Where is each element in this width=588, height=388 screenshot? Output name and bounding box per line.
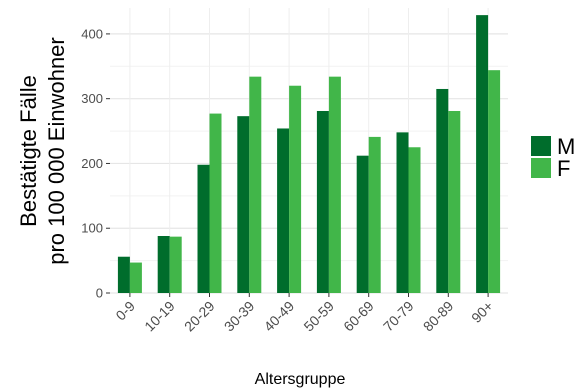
x-tick-label: 80-89 [420, 298, 457, 335]
bar-F-50-59 [328, 76, 341, 293]
bar-F-60-69 [368, 136, 381, 293]
y-tick-label: 0 [96, 286, 103, 301]
bar-F-90+ [488, 70, 501, 293]
x-tick-label: 90+ [468, 298, 496, 326]
x-tick-label: 70-79 [380, 298, 417, 335]
y-axis-title-line1: Bestätigte Fälle [16, 75, 41, 227]
bar-F-40-49 [289, 85, 302, 294]
bar-M-30-39 [237, 116, 250, 293]
legend-key-M [531, 136, 551, 156]
bar-M-90+ [476, 15, 489, 293]
x-tick-label: 50-59 [300, 298, 337, 335]
bar-M-40-49 [277, 128, 290, 293]
x-tick-label: 60-69 [340, 298, 377, 335]
y-axis-title-line2: pro 100 000 Einwohner [44, 37, 69, 265]
y-tick-label: 400 [81, 26, 103, 41]
bar-F-70-79 [408, 147, 421, 293]
x-tick-label: 0-9 [112, 298, 138, 324]
x-tick-label: 30-39 [221, 298, 258, 335]
x-tick-label: 40-49 [261, 298, 298, 335]
bar-F-10-19 [169, 236, 182, 293]
bar-M-50-59 [316, 110, 329, 293]
legend-label-M: M [557, 134, 575, 159]
y-tick-label: 100 [81, 221, 103, 236]
bar-M-0-9 [117, 256, 130, 293]
legend: MF [531, 134, 575, 181]
x-tick-label: 20-29 [181, 298, 218, 335]
bar-F-0-9 [129, 262, 142, 293]
y-tick-label: 200 [81, 156, 103, 171]
bar-M-20-29 [197, 164, 210, 293]
legend-key-F [531, 158, 551, 178]
bar-M-70-79 [396, 132, 409, 293]
x-axis-title: Altersgruppe [255, 371, 346, 388]
x-tick-label: 10-19 [141, 298, 178, 335]
bar-F-20-29 [209, 113, 222, 293]
bar-M-10-19 [157, 236, 170, 293]
y-tick-label: 300 [81, 91, 103, 106]
bar-M-80-89 [436, 88, 449, 293]
bar-M-60-69 [356, 155, 369, 293]
legend-label-F: F [557, 156, 570, 181]
bar-F-80-89 [448, 110, 461, 293]
bar-layer [117, 15, 501, 294]
bar-F-30-39 [249, 76, 262, 293]
